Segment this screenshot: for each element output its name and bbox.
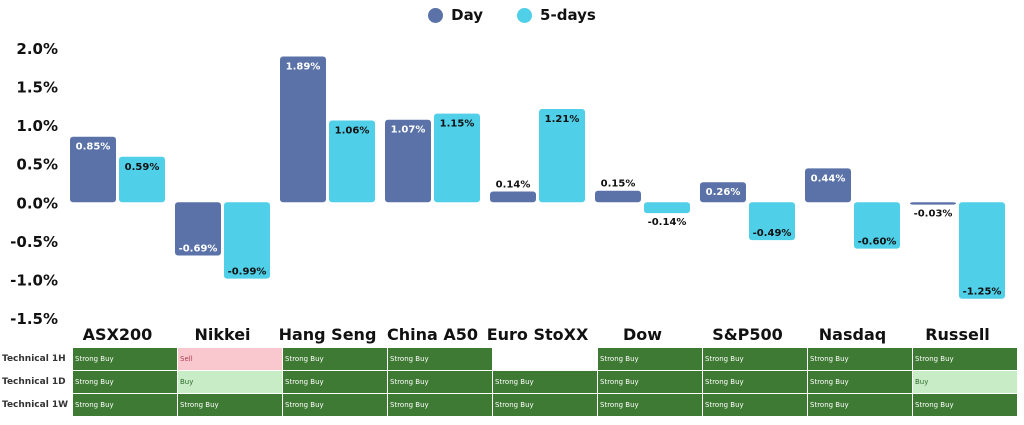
- data-label: 0.14%: [496, 179, 531, 190]
- chart-legend: Day 5-days: [0, 6, 1024, 24]
- x-tick-label: China A50: [387, 325, 478, 344]
- technical-signal-cell: Strong Buy: [282, 347, 388, 371]
- y-tick-label: 0.0%: [16, 194, 58, 212]
- data-label: -0.03%: [914, 209, 953, 220]
- bar-5-days: [539, 108, 585, 203]
- technical-signal-cell: Strong Buy: [387, 393, 493, 417]
- bar-day: [805, 168, 851, 203]
- data-label: -0.14%: [648, 217, 687, 228]
- technical-signal-cell: Strong Buy: [492, 370, 598, 394]
- x-tick-label: Nikkei: [194, 325, 250, 344]
- technical-signal-cell: Strong Buy: [72, 347, 178, 371]
- technical-signal-cell: Strong Buy: [912, 393, 1018, 417]
- x-tick-label: ASX200: [83, 325, 153, 344]
- bar-day: [70, 136, 116, 203]
- bar-5-days: [329, 120, 375, 203]
- data-label: 1.07%: [391, 125, 426, 136]
- technical-row: Technical 1D Strong Buy Buy Strong Buy Stron…: [0, 370, 1018, 394]
- data-label: -0.60%: [858, 237, 897, 248]
- x-tick-label: Nasdaq: [819, 325, 886, 344]
- bar-day: [910, 202, 956, 205]
- data-label: 0.44%: [811, 173, 846, 184]
- bar-chart: 2.0% 1.5% 1.0% 0.5% 0.0% -0.5% -1.0% -1.5% 0.85%…: [10, 40, 1005, 344]
- data-label: 0.59%: [125, 162, 160, 173]
- technical-signals-table: Technical 1H Strong Buy Sell Strong Buy Stro…: [0, 347, 1018, 417]
- bar-5-days: [749, 202, 795, 241]
- technical-signal-cell: Strong Buy: [912, 347, 1018, 371]
- y-tick-label: 1.0%: [16, 117, 58, 135]
- data-label: 0.85%: [76, 142, 111, 153]
- technical-row-label: Technical 1H: [0, 347, 73, 371]
- technical-signal-cell: Strong Buy: [807, 393, 913, 417]
- bar-day: [490, 191, 536, 203]
- bar-5-days: [959, 202, 1005, 299]
- y-tick-label: 0.5%: [16, 156, 58, 174]
- technical-signal-cell: Strong Buy: [492, 393, 598, 417]
- technical-signal-cell: Strong Buy: [177, 393, 283, 417]
- x-tick-label: Russell: [925, 325, 990, 344]
- bar-day: [175, 202, 221, 256]
- bar-5-days: [224, 202, 270, 279]
- technical-signal-cell: Strong Buy: [807, 370, 913, 394]
- y-tick-label: 2.0%: [16, 40, 58, 58]
- data-label: -0.49%: [753, 228, 792, 239]
- legend-swatch-day: [428, 7, 444, 23]
- bar-5-days: [644, 202, 690, 214]
- x-tick-label: Euro StoXX: [487, 325, 589, 344]
- x-tick-label: Dow: [623, 325, 662, 344]
- bar-5-days: [434, 113, 480, 203]
- data-label: 0.15%: [601, 179, 636, 190]
- data-label: -1.25%: [963, 287, 1002, 298]
- x-tick-label: S&P500: [712, 325, 783, 344]
- data-label: 1.21%: [545, 114, 580, 125]
- legend-item-5-days: 5-days: [517, 6, 596, 24]
- technical-signal-cell: Strong Buy: [387, 370, 493, 394]
- bar-day: [700, 182, 746, 203]
- data-label: 1.89%: [286, 61, 321, 72]
- technical-row-label: Technical 1D: [0, 370, 73, 394]
- technical-row-label: Technical 1W: [0, 393, 73, 417]
- technical-signal-cell: Strong Buy: [597, 347, 703, 371]
- data-label: 1.06%: [335, 126, 370, 137]
- bar-day: [595, 190, 641, 203]
- data-label: -0.99%: [228, 267, 267, 278]
- y-tick-label: -1.0%: [10, 271, 58, 289]
- bar-day: [280, 56, 326, 203]
- technical-signal-cell: Sell: [177, 347, 283, 371]
- technical-signal-cell: Buy: [912, 370, 1018, 394]
- technical-row: Technical 1W Strong Buy Strong Buy Strong B…: [0, 393, 1018, 417]
- technical-signal-cell: Strong Buy: [702, 347, 808, 371]
- bar-day: [385, 119, 431, 203]
- bar-5-days: [119, 156, 165, 203]
- legend-swatch-5-days: [517, 7, 533, 23]
- legend-label-day: Day: [451, 6, 484, 24]
- technical-signal-cell: Strong Buy: [597, 370, 703, 394]
- technical-signal-cell: Strong Buy: [702, 393, 808, 417]
- technical-signal-cell: [492, 347, 598, 371]
- bar-5-days: [854, 202, 900, 249]
- x-tick-label: Hang Seng: [279, 325, 377, 344]
- y-tick-label: -1.5%: [10, 310, 58, 328]
- technical-signal-cell: Strong Buy: [72, 370, 178, 394]
- data-label: -0.69%: [179, 244, 218, 255]
- legend-item-day: Day: [428, 6, 483, 24]
- data-label: 1.15%: [440, 119, 475, 130]
- technical-signal-cell: Strong Buy: [807, 347, 913, 371]
- technical-signal-cell: Strong Buy: [282, 393, 388, 417]
- technical-signal-cell: Strong Buy: [597, 393, 703, 417]
- technical-signal-cell: Buy: [177, 370, 283, 394]
- technical-row: Technical 1H Strong Buy Sell Strong Buy Stro…: [0, 347, 1018, 371]
- legend-label-5-days: 5-days: [540, 6, 596, 24]
- technical-signal-cell: Strong Buy: [702, 370, 808, 394]
- technical-signal-cell: Strong Buy: [282, 370, 388, 394]
- y-tick-label: -0.5%: [10, 233, 58, 251]
- technical-signal-cell: Strong Buy: [387, 347, 493, 371]
- technical-signal-cell: Strong Buy: [72, 393, 178, 417]
- y-tick-label: 1.5%: [16, 79, 58, 97]
- data-label: 0.26%: [706, 187, 741, 198]
